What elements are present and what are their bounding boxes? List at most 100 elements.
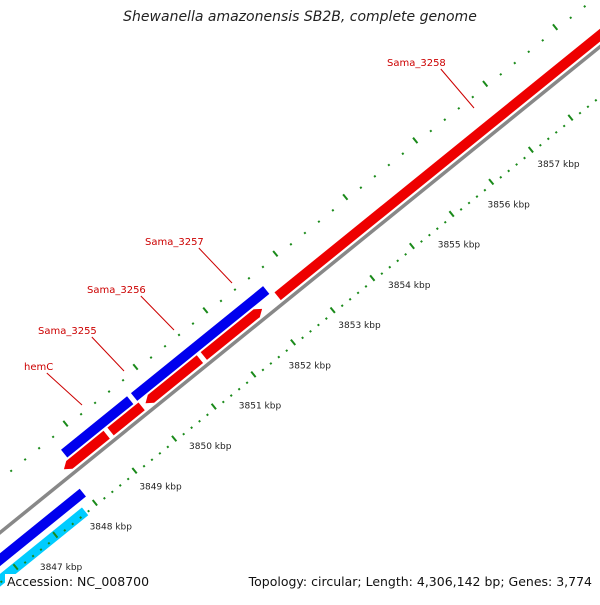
scale-tick-outer [387,163,391,167]
scale-tick-inner [158,451,162,455]
tick-label-3856-kbp: 3856 kbp [487,200,530,210]
scale-tick-outer [233,288,237,292]
scale-tick-inner [515,163,518,166]
scale-tick-outer [79,412,83,416]
gene-sama-3256b-bar [145,355,204,404]
tick-label-3854-kbp: 3854 kbp [388,281,431,291]
scale-tick-inner [364,285,368,288]
scale-tick-outer [527,50,531,54]
scale-tick-inner [269,362,273,365]
scale-tick-inner [448,210,455,218]
scale-tick-inner [47,541,51,545]
scale-tick-inner [329,306,336,314]
scale-tick-outer [482,80,489,88]
genome-backbone [0,44,600,535]
scale-tick-inner [459,208,463,211]
scale-tick-inner [396,259,400,263]
scale-tick-inner [309,329,312,333]
scale-tick-inner [523,156,526,160]
scale-tick-inner [435,227,439,231]
scale-tick-outer [107,390,111,393]
scale-tick-inner [0,580,3,584]
scale-tick-outer [513,61,517,65]
scale-tick-inner [369,274,376,282]
scale-tick-inner [206,413,209,417]
scale-tick-inner [567,114,574,121]
tick-label-3853-kbp: 3853 kbp [338,321,381,331]
scale-tick-inner [182,432,186,436]
scale-tick-inner [79,516,83,519]
scale-tick-inner [277,355,281,359]
leader-line-sama-3255 [91,336,125,372]
scale-tick-outer [93,401,97,405]
gene-label-sama-3258[interactable]: Sama_3258 [387,58,446,69]
gene-hemc-bar [63,430,110,470]
leader-line-sama-3258 [440,68,475,109]
scale-tick-inner [546,137,550,141]
scale-tick-inner [443,220,447,224]
scale-tick-inner [71,522,75,526]
tick-label-3847-kbp: 3847 kbp [40,563,83,573]
scale-tick-inner [250,371,257,378]
scale-tick-inner [150,458,154,462]
scale-tick-inner [324,317,328,320]
scale-tick-outer [177,333,181,337]
gene-label-sama-3257[interactable]: Sama_3257 [145,237,204,248]
scale-tick-inner [221,400,225,404]
scale-tick-inner [586,105,590,109]
tick-label-3852-kbp: 3852 kbp [289,361,332,371]
scale-tick-inner [467,201,471,205]
scale-tick-inner [131,467,138,475]
scale-tick-inner [499,175,503,179]
tick-label-3849-kbp: 3849 kbp [139,482,182,492]
scale-tick-outer [202,306,209,314]
scale-tick-inner [52,531,59,539]
scale-tick-outer [9,469,13,473]
leader-line-sama-3256 [140,295,175,331]
scale-tick-outer [457,106,461,110]
scale-tick-inner [190,426,193,430]
scale-tick-outer [552,23,559,31]
scale-tick-inner [290,338,297,346]
scale-tick-inner [110,490,114,494]
leader-line-hemc [46,372,83,406]
scale-tick-outer [541,38,545,42]
gene-label-sama-3255[interactable]: Sama_3255 [38,326,97,337]
scale-tick-outer [121,378,125,382]
scale-tick-inner [23,561,27,564]
scale-tick-outer [342,193,349,201]
tick-label-3857-kbp: 3857 kbp [537,160,580,170]
gene-label-hemc[interactable]: hemC [24,362,53,373]
scale-tick-inner [198,419,201,423]
tick-label-3848-kbp: 3848 kbp [90,523,133,533]
scale-tick-inner [166,445,170,449]
map-title: Shewanella amazonensis SB2B, complete ge… [123,9,477,25]
scale-tick-inner [39,548,43,552]
scale-tick-outer [219,299,223,303]
scale-tick-inner [12,563,19,571]
cds-lower-left-bar [0,488,86,567]
scale-tick-inner [245,381,249,385]
scale-tick-outer [37,446,41,450]
scale-tick-inner [408,242,415,250]
gene-sama-3256-bar [200,308,263,360]
scale-tick-outer [149,356,153,359]
feature-lower-left-bar [0,507,89,587]
scale-tick-inner [31,554,35,558]
scale-tick-inner [118,484,122,487]
scale-tick-outer [317,220,321,224]
gene-sama-3258-bar [274,28,600,301]
scale-tick-inner [356,291,360,295]
scale-tick-inner [317,323,320,327]
scale-tick-inner [404,252,408,256]
gene-label-sama-3256[interactable]: Sama_3256 [87,285,146,296]
scale-tick-inner [229,394,233,397]
scale-tick-inner [483,188,487,192]
scale-tick-inner [578,111,582,115]
scale-tick-inner [594,98,598,102]
scale-tick-inner [527,146,534,154]
tick-label-3855-kbp: 3855 kbp [438,241,481,251]
scale-tick-outer [412,137,419,144]
scale-tick-inner [63,528,67,532]
